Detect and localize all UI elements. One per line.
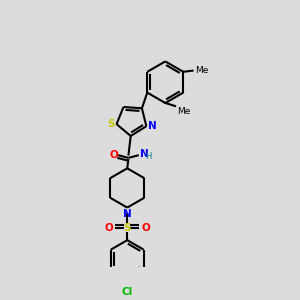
Text: S: S — [108, 119, 115, 129]
Text: Me: Me — [177, 107, 191, 116]
Text: O: O — [104, 223, 113, 233]
Text: O: O — [141, 223, 150, 233]
Text: S: S — [124, 223, 131, 233]
Text: N: N — [148, 121, 156, 131]
Text: O: O — [109, 150, 118, 160]
Text: N: N — [140, 149, 149, 160]
Text: Cl: Cl — [122, 287, 133, 297]
Text: N: N — [123, 209, 132, 219]
Text: Me: Me — [195, 66, 208, 75]
Text: H: H — [146, 152, 152, 161]
